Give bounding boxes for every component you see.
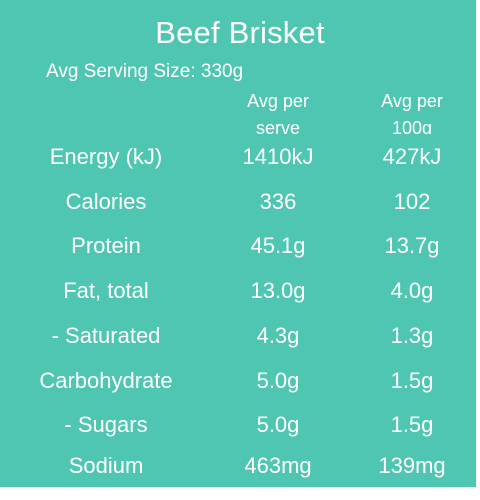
- nutrient-row-protein: Protein 45.1g 13.7g: [0, 231, 476, 261]
- value-per-100g: 427kJ: [382, 144, 442, 169]
- nutrient-label: Calories: [65, 189, 147, 214]
- column-header-per-serve-line2: serve: [255, 118, 300, 134]
- value-per-serve: 463mg: [244, 453, 312, 478]
- nutrient-label: - Saturated: [51, 323, 161, 348]
- value-per-100g: 102: [393, 189, 431, 214]
- nutrient-row-saturated: - Saturated 4.3g 1.3g: [0, 321, 476, 351]
- nutrient-row-energy: Energy (kJ) 1410kJ 427kJ: [0, 142, 476, 172]
- nutrient-label: - Sugars: [64, 412, 148, 437]
- value-per-100g: 1.5g: [390, 368, 434, 393]
- product-title: Beef Brisket: [155, 15, 325, 50]
- column-header-per-100g-line2: 100g: [391, 118, 433, 134]
- column-header-per-100g: Avg per 100g: [352, 88, 472, 134]
- value-per-100g: 139mg: [378, 453, 446, 478]
- value-per-100g: 4.0g: [390, 278, 434, 303]
- value-per-100g: 1.3g: [390, 323, 434, 348]
- column-header-per-serve-line1: Avg per: [247, 91, 309, 111]
- value-per-serve: 336: [259, 189, 297, 214]
- nutrient-label: Energy (kJ): [49, 144, 163, 169]
- value-per-serve: 5.0g: [256, 412, 300, 437]
- column-header-per-100g-line1: Avg per: [381, 91, 443, 111]
- value-per-100g: 13.7g: [384, 233, 440, 258]
- value-per-serve: 1410kJ: [242, 144, 314, 169]
- nutrient-label: Sodium: [68, 453, 144, 478]
- value-per-serve: 13.0g: [250, 278, 306, 303]
- value-per-serve: 5.0g: [256, 368, 300, 393]
- value-per-serve: 4.3g: [256, 323, 300, 348]
- nutrition-panel: Beef Brisket Avg Serving Size: 330g Avg …: [0, 0, 476, 487]
- value-per-100g: 1.5g: [390, 412, 434, 437]
- nutrient-row-fat-total: Fat, total 13.0g 4.0g: [0, 276, 476, 306]
- column-header-per-serve: Avg per serve: [218, 88, 338, 134]
- nutrient-label: Carbohydrate: [39, 368, 173, 393]
- nutrient-label: Protein: [71, 233, 141, 258]
- nutrient-row-sodium: Sodium 463mg 139mg: [0, 451, 476, 481]
- value-per-serve: 45.1g: [250, 233, 306, 258]
- nutrient-row-carbohydrate: Carbohydrate 5.0g 1.5g: [0, 366, 476, 396]
- serving-size: Avg Serving Size: 330g: [46, 61, 244, 82]
- nutrient-row-sugars: - Sugars 5.0g 1.5g: [0, 410, 476, 440]
- nutrient-label: Fat, total: [63, 278, 149, 303]
- nutrient-row-calories: Calories 336 102: [0, 187, 476, 217]
